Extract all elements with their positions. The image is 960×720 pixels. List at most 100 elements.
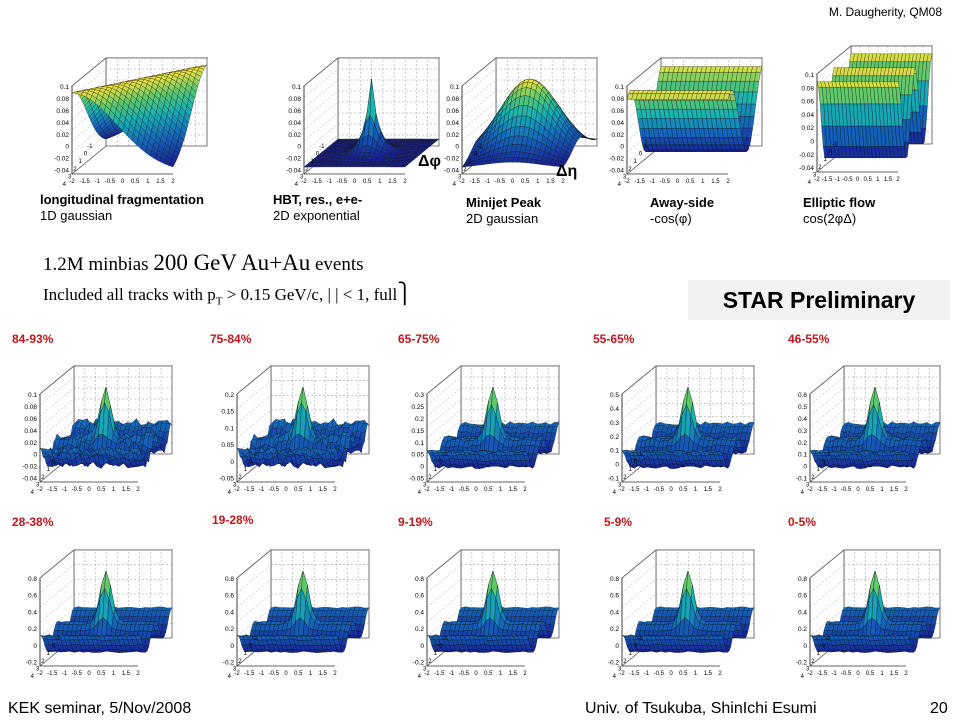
z-tick-label: 0.06 — [56, 108, 69, 115]
x-tick-label: 0 — [353, 179, 357, 185]
events-post: events — [310, 254, 364, 275]
y-tick-label: 2 — [428, 475, 432, 481]
surface-cell — [399, 165, 407, 168]
x-tick-label: 2 — [726, 179, 730, 185]
surface-cell — [168, 162, 175, 168]
y-tick-label: 4 — [453, 182, 457, 188]
x-tick-label: 1 — [536, 179, 540, 185]
plot-gridline — [303, 112, 439, 142]
surface-cell — [558, 164, 565, 168]
y-tick-label: 3 — [300, 174, 304, 180]
x-tick-label: -0.5 — [269, 487, 280, 493]
x-tick-label: 0 — [284, 487, 288, 493]
plot-gridline — [426, 398, 559, 428]
x-tick-label: -1.5 — [79, 179, 90, 185]
x-tick-label: 0 — [121, 179, 125, 185]
centrality-plot-2: 0.2 0.15 0.1 0.05 0 -0.05 -2 -1.5 -1 -0.5 0 0.5 1 1.5… — [205, 348, 387, 498]
y-tick-label: 2 — [73, 167, 77, 173]
model-label-2: HBT, res., e+e- 2D exponential — [273, 192, 362, 224]
z-tick-label: -0.02 — [22, 464, 37, 471]
plot-gridline — [461, 68, 597, 98]
y-tick-label: 1 — [434, 467, 438, 473]
z-tick-label: 0.06 — [24, 416, 37, 423]
y-tick-label: 4 — [63, 182, 67, 188]
x-tick-label: 1.5 — [156, 179, 165, 185]
surface-cell — [133, 447, 140, 454]
centrality-label-9: 5-9% — [604, 515, 633, 529]
tracks-sub: T — [215, 295, 223, 308]
x-tick-label: 0 — [87, 487, 91, 493]
surface-cell — [520, 451, 527, 453]
x-tick-label: -0.5 — [842, 177, 853, 183]
y-tick-label: 1 — [629, 467, 633, 473]
model-form: 1D gaussian — [40, 208, 113, 223]
z-tick-label: -0.02 — [444, 156, 459, 163]
x-tick-label: 2 — [403, 179, 407, 185]
z-tick-label: 0.2 — [610, 434, 619, 441]
centrality-label-1: 84-93% — [12, 332, 54, 346]
centrality-label-6: 28-38% — [12, 515, 54, 529]
x-tick-label: -1 — [644, 487, 650, 493]
z-tick-label: 0.3 — [610, 420, 619, 427]
x-tick-label: -0.5 — [72, 487, 83, 493]
z-tick-label: 0 — [65, 144, 69, 151]
model-plot-5: 0.1 0.08 0.06 0.04 0.02 0 -0.02 -0.04 -2 -1.5 -1 -0… — [785, 28, 950, 188]
x-tick-label: 1.5 — [711, 179, 720, 185]
y-tick-label: 0 — [52, 460, 56, 466]
y-tick-label: 0 — [829, 150, 833, 156]
y-tick-label: 4 — [228, 490, 232, 496]
model-label-4: Away-side -cos(φ) — [650, 195, 714, 227]
z-tick-label: 0 — [455, 144, 459, 151]
x-tick-label: 2 — [523, 487, 527, 493]
y-tick-label: 3 — [813, 172, 817, 178]
x-tick-label: 1 — [146, 179, 150, 185]
x-tick-label: 2 — [561, 179, 565, 185]
z-tick-label: -0.04 — [22, 476, 37, 483]
y-tick-label: -1 — [642, 144, 648, 150]
y-tick-label: 0 — [439, 460, 443, 466]
x-tick-label: 1 — [309, 487, 313, 493]
z-tick-label: 0.02 — [611, 132, 624, 139]
x-tick-label: 2 — [333, 487, 337, 493]
model-plot-2: 0.1 0.08 0.06 0.04 0.02 0 -0.02 -0.04 -2 -1.5 -1 -0… — [272, 40, 457, 190]
x-tick-label: 1.5 — [388, 179, 397, 185]
x-tick-label: 0.5 — [294, 487, 303, 493]
z-tick-label: -0.04 — [609, 168, 624, 175]
z-tick-label: 0.04 — [801, 112, 814, 119]
y-tick-label: 4 — [295, 182, 299, 188]
x-tick-label: 0.5 — [679, 487, 688, 493]
z-tick-label: 0.06 — [446, 108, 459, 115]
plot-gridline — [303, 90, 439, 120]
z-tick-label: -0.05 — [219, 476, 234, 483]
model-form: cos(2φΔ) — [803, 211, 857, 226]
plot-gridline — [809, 398, 940, 428]
star-preliminary-label: STAR Preliminary — [688, 280, 950, 320]
x-tick-label: 2 — [896, 177, 900, 183]
y-tick-label: -1 — [477, 144, 483, 150]
z-tick-label: -0.02 — [286, 156, 301, 163]
x-tick-label: -1 — [62, 487, 68, 493]
y-tick-label: 0 — [316, 152, 320, 158]
x-tick-label: 0 — [856, 177, 860, 183]
z-tick-label: 0.05 — [411, 452, 424, 459]
y-tick-label: -1 — [87, 144, 93, 150]
tracks-text: Included all tracks with p — [43, 285, 216, 304]
x-tick-label: 0.5 — [521, 179, 530, 185]
x-tick-label: -2 — [234, 487, 240, 493]
plot-gridline — [461, 90, 597, 120]
x-tick-label: -1 — [95, 179, 101, 185]
model-name: Away-side — [650, 195, 715, 210]
y-tick-label: 4 — [418, 490, 422, 496]
model-label-5: Elliptic flow cos(2φΔ) — [803, 195, 875, 227]
z-tick-label: 0.1 — [60, 84, 69, 91]
y-tick-label: -1 — [832, 142, 838, 148]
model-plot-1: 0.1 0.08 0.06 0.04 0.02 0 -0.02 -0.04 -2 -1.5 -1 -0… — [40, 40, 225, 190]
x-tick-label: -2 — [619, 487, 625, 493]
x-tick-label: 0 — [474, 487, 478, 493]
y-tick-label: 3 — [233, 482, 237, 488]
x-tick-label: -1 — [449, 487, 455, 493]
z-tick-label: 0.02 — [288, 132, 301, 139]
y-tick-label: 1 — [244, 467, 248, 473]
y-tick-label: 1 — [469, 159, 473, 165]
x-tick-label: -0.5 — [459, 487, 470, 493]
